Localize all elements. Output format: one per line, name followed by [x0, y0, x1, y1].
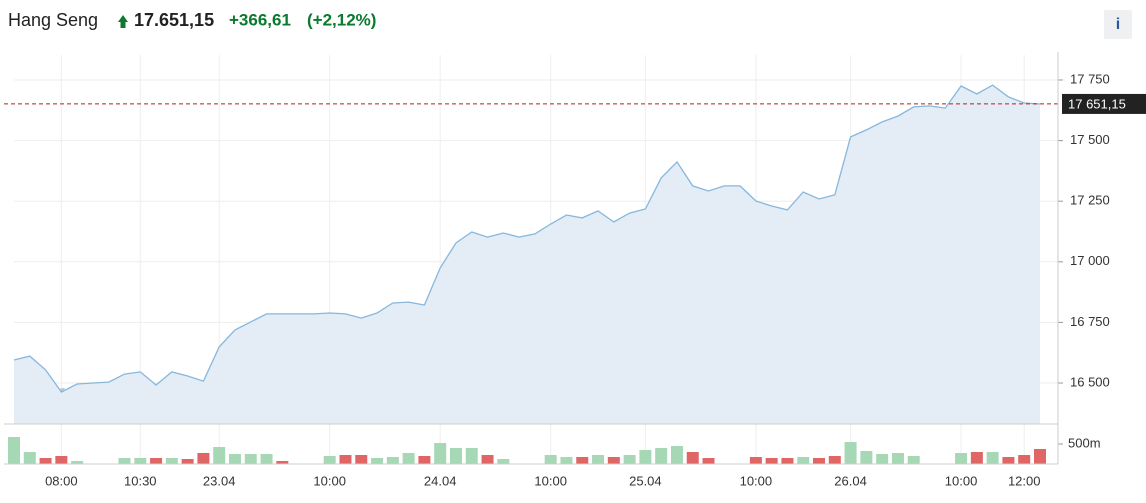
volume-bar: [228, 454, 241, 464]
volume-bar: [449, 448, 462, 464]
volume-bar: [813, 458, 826, 464]
volume-bar: [560, 457, 573, 464]
x-tick-label: 12:00: [1008, 473, 1041, 488]
volume-bar: [876, 454, 889, 464]
volume-bar: [781, 458, 794, 464]
volume-bar: [986, 452, 999, 464]
x-tick-label: 24.04: [424, 473, 457, 488]
y-tick-label: 16 500: [1070, 374, 1110, 389]
volume-bar: [655, 448, 668, 464]
volume-bar: [702, 458, 715, 464]
volume-bar: [749, 457, 762, 464]
volume-bar: [39, 458, 52, 464]
volume-bar: [797, 457, 810, 464]
volume-bar: [1002, 457, 1015, 464]
volume-bar: [670, 446, 683, 464]
volume-bar: [592, 455, 605, 464]
x-tick-label: 10:00: [945, 473, 978, 488]
volume-bar: [465, 448, 478, 464]
volume-bar: [765, 458, 778, 464]
volume-bar: [497, 459, 510, 464]
volume-bar: [623, 455, 636, 464]
volume-bar: [686, 452, 699, 464]
volume-bar: [213, 447, 226, 464]
y-tick-label: 17 750: [1070, 71, 1110, 86]
change: +366,61: [229, 10, 291, 29]
last-price-box: [1062, 93, 1146, 114]
volume-bar: [576, 457, 589, 464]
volume-bar: [181, 459, 194, 464]
x-tick-label: 10:00: [313, 473, 346, 488]
x-tick-label: 23.04: [203, 473, 236, 488]
volume-bar: [276, 461, 289, 464]
volume-bar: [260, 454, 273, 464]
volume-bar: [371, 458, 384, 464]
volume-bar: [434, 443, 447, 464]
volume-bar: [891, 453, 904, 464]
price: 17.651,15: [134, 10, 214, 30]
volume-bar: [418, 456, 431, 464]
volume-bar: [118, 458, 131, 464]
volume-bar: [386, 457, 399, 464]
y-tick-label: 17 000: [1070, 253, 1110, 268]
volume-bar: [355, 455, 368, 464]
volume-bar: [828, 456, 841, 464]
volume-bar: [244, 454, 257, 464]
index-name: Hang Seng: [8, 10, 98, 30]
up-arrow: [118, 15, 128, 28]
line: [13, 84, 1041, 393]
x-tick-label: 25.04: [629, 473, 662, 488]
volume-bar: [544, 455, 557, 464]
y-tick-label: 17 500: [1070, 132, 1110, 147]
volume-bar: [402, 453, 415, 464]
volume-bar: [55, 456, 68, 464]
area: [14, 85, 1040, 424]
volume-bar: [339, 455, 352, 464]
info-button[interactable]: [1104, 10, 1132, 39]
volume-bar: [970, 452, 983, 464]
volume-bar: [860, 451, 873, 464]
y-tick-label: 17 250: [1070, 193, 1110, 208]
volume-bar: [134, 458, 147, 464]
volume-bar: [481, 455, 494, 464]
volume-bar: [639, 450, 652, 464]
volume-bar: [1018, 455, 1031, 464]
x-tick-label: 10:00: [740, 473, 773, 488]
x-tick-label: 10:00: [534, 473, 567, 488]
volume-bar: [8, 437, 20, 464]
volume-bar: [71, 461, 84, 464]
volume-bar: [907, 456, 920, 464]
last-price-label: 17 651,15: [1068, 96, 1126, 111]
volume-bar: [323, 456, 336, 464]
y-tick-label: 16 750: [1070, 314, 1110, 329]
change-percent: (+2,12%): [307, 10, 376, 29]
volume-bar: [23, 452, 36, 464]
volume-bar: [844, 442, 857, 464]
volume-bar: [197, 453, 210, 464]
volume-bar: [165, 458, 178, 464]
volume-bar: [955, 453, 968, 464]
info-icon[interactable]: i: [1116, 16, 1120, 33]
volume-bar: [1034, 449, 1046, 464]
x-tick-label: 10:30: [124, 473, 157, 488]
volume-bar: [150, 458, 163, 464]
y-tick-label: 500m: [1068, 435, 1101, 450]
x-tick-label: 08:00: [45, 473, 78, 488]
volume-bar: [607, 457, 620, 464]
x-tick-label: 26.04: [834, 473, 867, 488]
